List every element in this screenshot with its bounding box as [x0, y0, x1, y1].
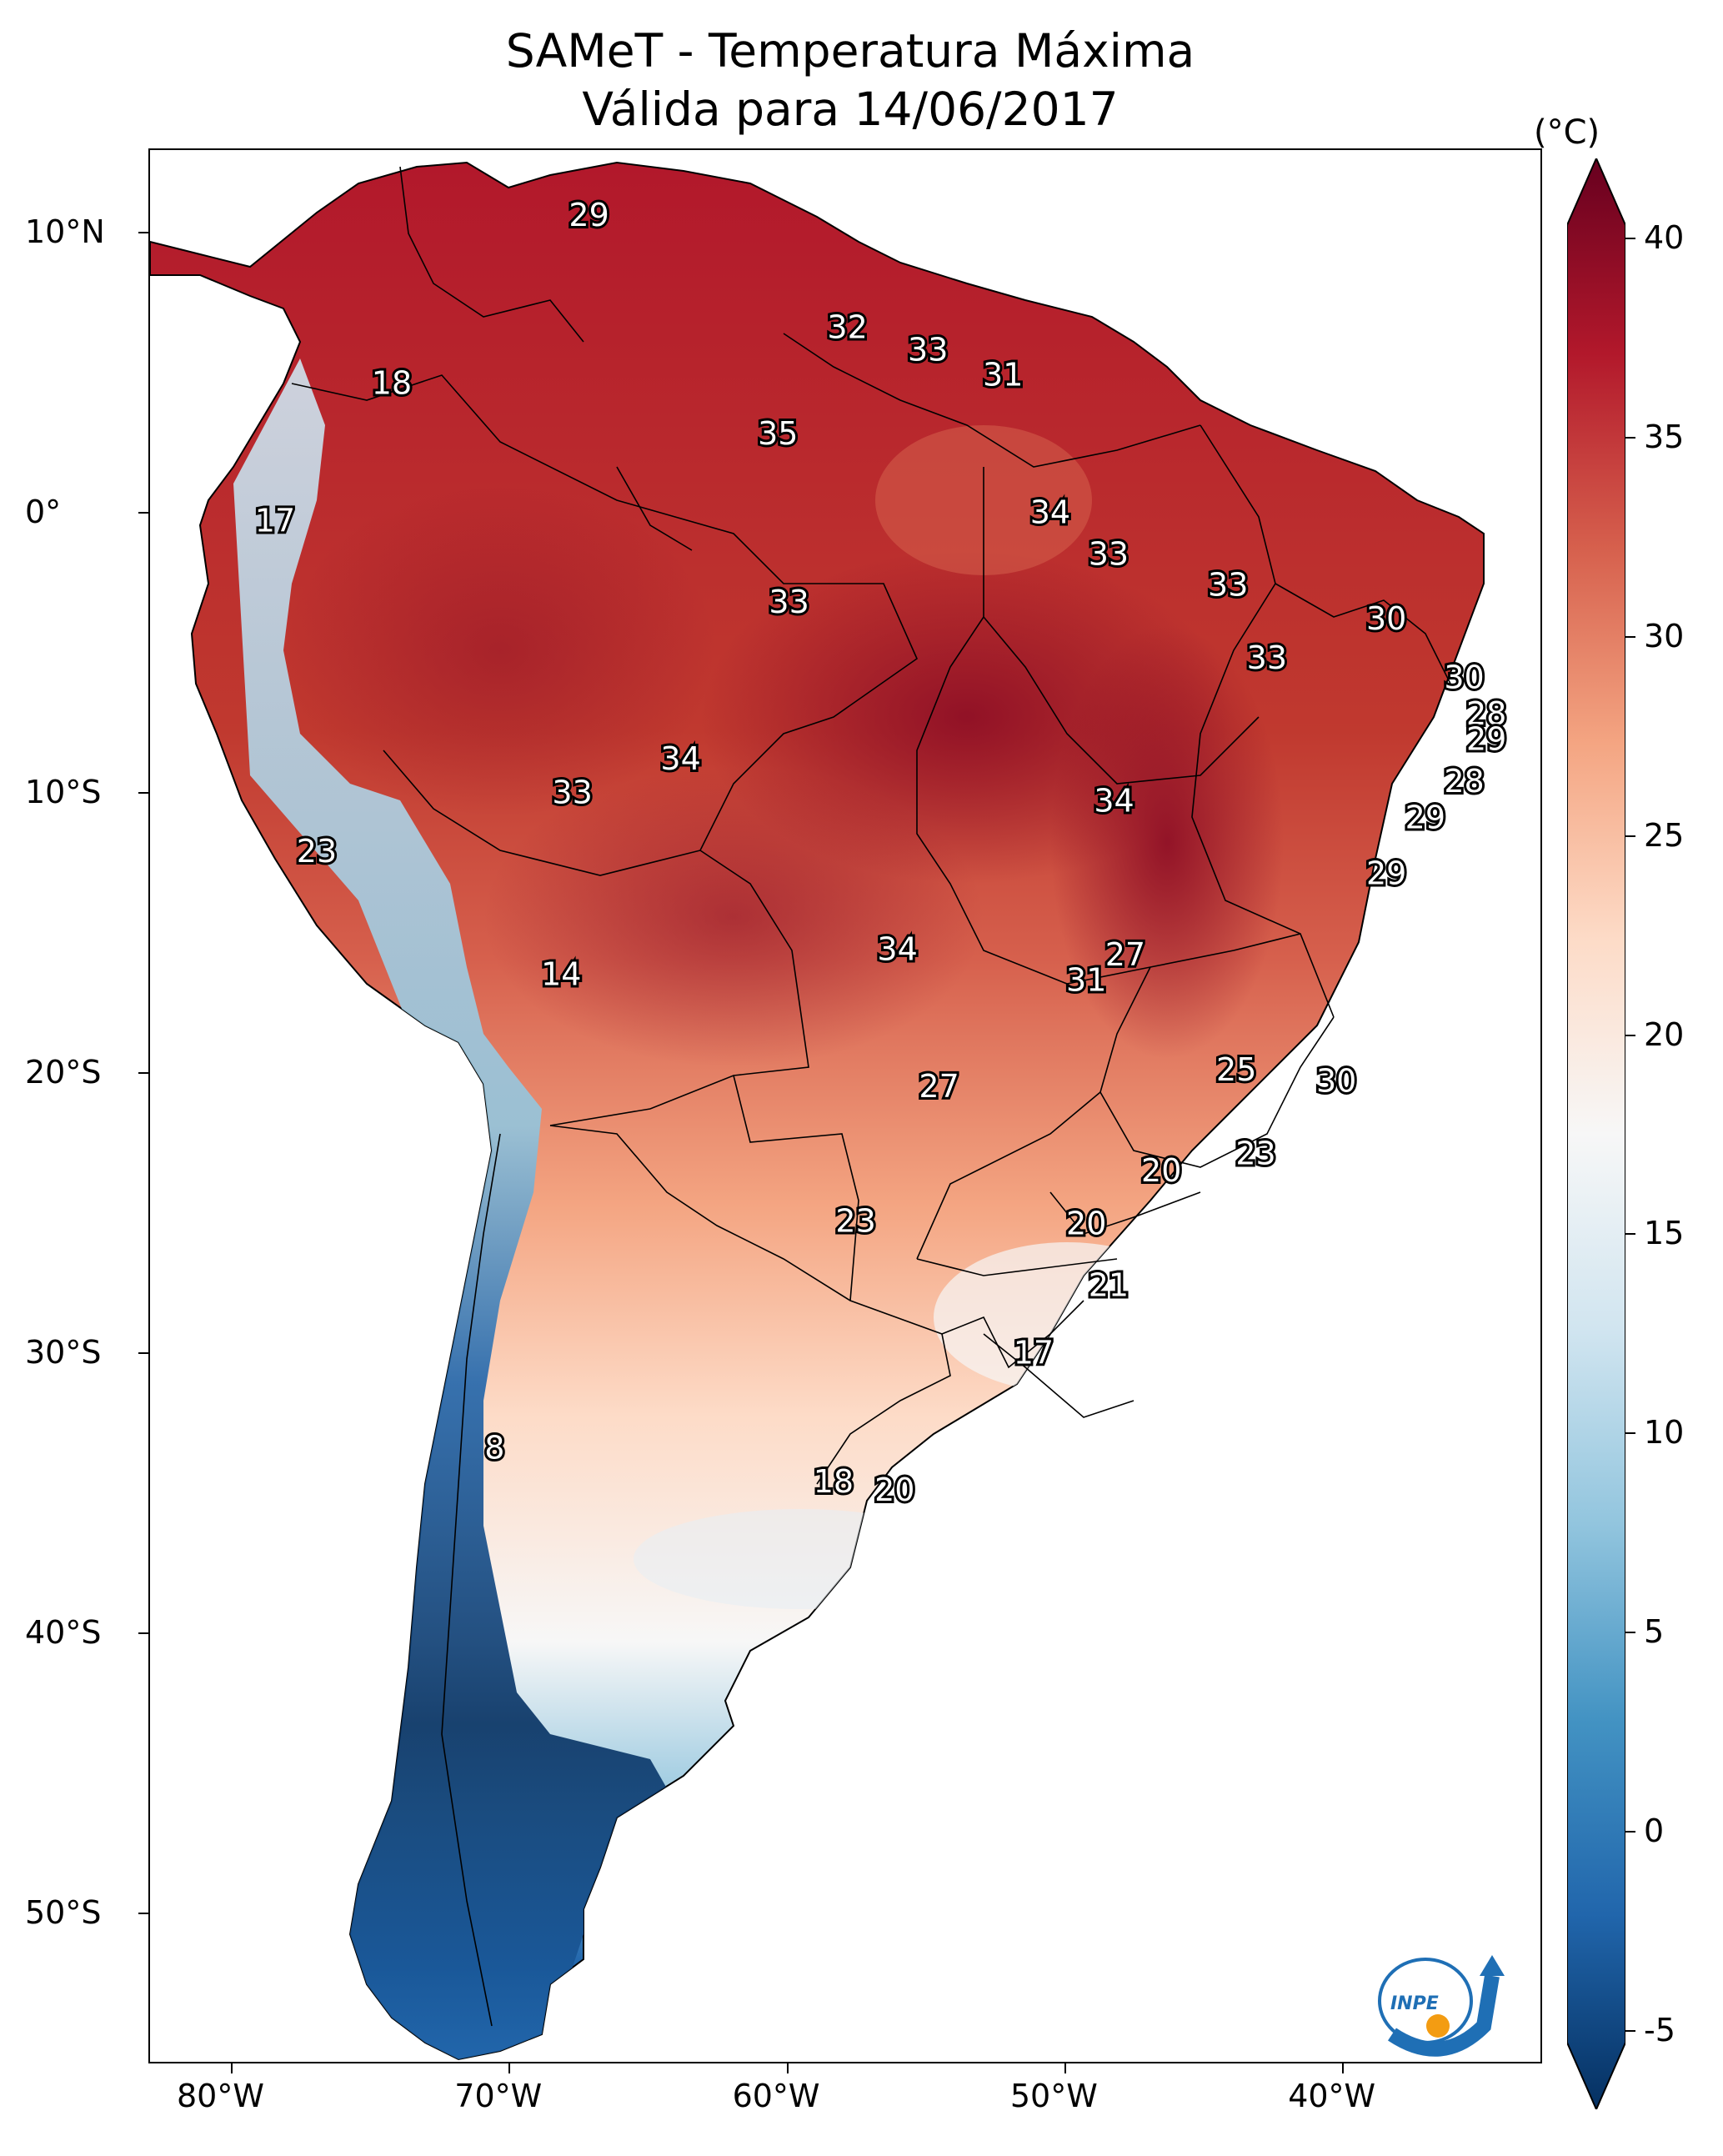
station-value: 23 — [297, 833, 337, 870]
colorbar-tick-label: -5 — [1644, 2012, 1675, 2048]
lon-tick — [786, 2063, 789, 2073]
lat-label: 10°S — [25, 773, 102, 810]
station-value: 33 — [1247, 639, 1287, 676]
lon-label: 80°W — [176, 2078, 264, 2114]
colorbar-tick-label: 5 — [1644, 1613, 1665, 1651]
station-value: 29 — [1405, 800, 1445, 836]
station-value: 32 — [827, 309, 867, 346]
station-value: 30 — [1444, 659, 1484, 696]
lat-tick — [138, 511, 148, 514]
station-value: 17 — [255, 502, 295, 539]
colorbar-tick-label: 25 — [1644, 816, 1685, 854]
station-value: 21 — [1089, 1267, 1129, 1304]
station-value: 33 — [908, 331, 948, 368]
station-value: 28 — [1444, 763, 1484, 800]
station-value: 30 — [1366, 600, 1406, 637]
lon-tick — [508, 2063, 511, 2073]
colorbar-tick-label: 35 — [1644, 418, 1685, 455]
south-america-landmass — [150, 161, 1485, 2061]
svg-text:INPE: INPE — [1390, 1993, 1439, 2014]
lon-label: 60°W — [732, 2078, 820, 2114]
station-value: 33 — [1089, 536, 1129, 573]
colorbar-tick-label: 0 — [1644, 1813, 1665, 1850]
station-value: 33 — [769, 584, 809, 620]
station-value: 8 — [484, 1430, 504, 1467]
lon-tick — [1064, 2063, 1066, 2073]
colorbar — [1567, 158, 1625, 2109]
lat-label: 20°S — [25, 1053, 102, 1091]
colorbar-tick-label: 10 — [1644, 1414, 1685, 1452]
lat-label: 30°S — [25, 1333, 102, 1371]
colorbar-tick — [1625, 1831, 1635, 1833]
station-value: 34 — [1030, 494, 1070, 530]
station-value: 34 — [660, 740, 700, 777]
lat-tick — [138, 1071, 148, 1074]
lat-tick — [138, 231, 148, 233]
colorbar-tick-label: 15 — [1644, 1215, 1685, 1252]
station-value: 27 — [1105, 936, 1145, 973]
unit-label: (°C) — [1534, 113, 1600, 152]
station-value: 31 — [983, 357, 1023, 394]
lon-tick — [1342, 2063, 1345, 2073]
lat-label: 40°S — [25, 1613, 102, 1651]
lon-tick — [230, 2063, 233, 2073]
station-value: 29 — [568, 197, 609, 233]
lon-label: 70°W — [454, 2078, 543, 2114]
lat-tick — [138, 1351, 148, 1354]
station-value: 30 — [1316, 1062, 1356, 1099]
lat-tick — [138, 791, 148, 794]
lat-tick — [138, 1912, 148, 1914]
station-value: 33 — [552, 774, 592, 810]
map-title: SAMeT - Temperatura Máxima — [505, 24, 1195, 78]
colorbar-tick — [1625, 2030, 1635, 2032]
station-value: 35 — [758, 415, 798, 452]
station-value: 31 — [1066, 961, 1106, 998]
colorbar-tick — [1625, 635, 1635, 638]
colorbar-tick — [1625, 238, 1635, 239]
station-value: 33 — [1208, 567, 1248, 604]
lon-label: 50°W — [1009, 2078, 1098, 2114]
map-area: 29 18 17 32 33 31 35 34 33 33 33 30 33 30 28 29 34 33 34 28… — [148, 148, 1542, 2063]
lat-label: 50°S — [25, 1893, 102, 1931]
colorbar-tick — [1625, 436, 1635, 439]
colorbar-tick-label: 20 — [1644, 1015, 1685, 1053]
colorbar-tick-label: 40 — [1644, 219, 1685, 256]
inpe-logo: INPE — [1378, 1955, 1505, 2057]
station-value: 20 — [1066, 1206, 1106, 1242]
station-value: 25 — [1216, 1051, 1256, 1088]
station-value: 18 — [814, 1463, 854, 1500]
colorbar-tick — [1625, 1034, 1635, 1036]
station-value: 17 — [1014, 1334, 1054, 1371]
lat-label: 0° — [25, 493, 62, 530]
station-value: 29 — [1466, 720, 1506, 757]
station-value: 34 — [1094, 782, 1134, 819]
station-value: 29 — [1366, 855, 1406, 892]
colorbar-tick-label: 30 — [1644, 617, 1685, 654]
lon-label: 40°W — [1288, 2078, 1376, 2114]
colorbar-tick — [1625, 835, 1635, 837]
country-borders — [291, 166, 1451, 2027]
colorbar-gradient — [1567, 158, 1625, 2109]
station-value: 27 — [919, 1068, 959, 1105]
station-value: 28 — [1466, 695, 1506, 732]
station-value: 23 — [835, 1202, 875, 1239]
lat-tick — [138, 1632, 148, 1634]
lat-label: 10°N — [25, 213, 105, 250]
station-value: 20 — [874, 1472, 914, 1508]
map-subtitle: Válida para 14/06/2017 — [582, 83, 1119, 136]
colorbar-tick — [1625, 1632, 1635, 1634]
station-value: 18 — [372, 365, 412, 402]
station-value: 14 — [541, 956, 581, 993]
colorbar-tick — [1625, 1432, 1635, 1435]
colorbar-tick — [1625, 1233, 1635, 1236]
station-value: 23 — [1235, 1136, 1275, 1172]
station-value: 20 — [1141, 1152, 1181, 1189]
station-value: 34 — [877, 930, 917, 967]
